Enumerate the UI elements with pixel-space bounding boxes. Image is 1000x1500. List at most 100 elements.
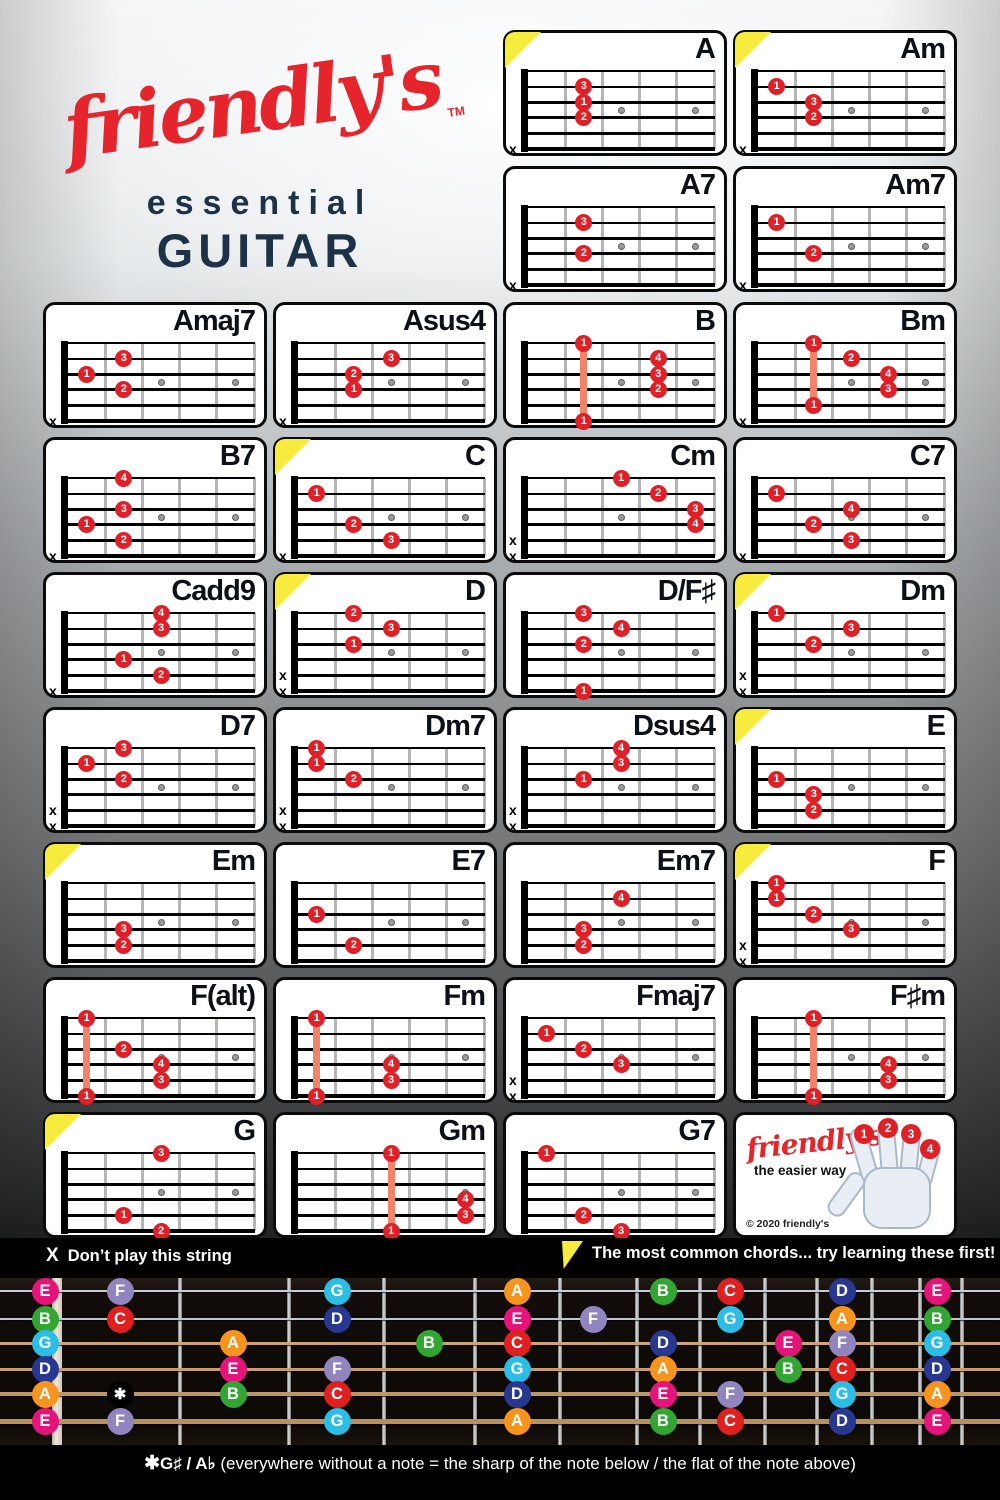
string-line [751, 419, 945, 423]
fret-line [638, 883, 642, 961]
string-line [291, 673, 485, 677]
finger-dot: 3 [879, 381, 897, 399]
finger-dot: 1 [768, 78, 786, 96]
diagram-nut [291, 1151, 298, 1234]
fret-marker-dot [691, 1053, 699, 1061]
finger-dot: 1 [575, 93, 593, 111]
note-G: G [828, 1380, 856, 1408]
string-line [751, 1047, 945, 1051]
chord-name: Fm [443, 980, 486, 1012]
fret-line [868, 883, 872, 961]
finger-dot: 3 [575, 214, 593, 232]
fret-line [600, 883, 604, 961]
brand-info-card: friendly'sTM the easier way 1 2 3 4 © 20… [733, 1112, 957, 1238]
chord-name: E [926, 710, 946, 742]
string-line [521, 283, 715, 287]
fret-marker-dot [157, 1188, 165, 1196]
fret-marker-dot [921, 513, 929, 521]
fretboard-diagram: E F G A B C D E B C D E F G A B G A B C D E F G D E F G A B C D A ✱ B C D E F G… [0, 1277, 1000, 1445]
string-line [521, 492, 715, 495]
string-line [751, 342, 945, 344]
fret-line [675, 1018, 679, 1096]
finger-dot: 1 [308, 739, 326, 757]
finger-dot: 1 [768, 770, 786, 788]
note-D: D [31, 1356, 59, 1383]
diagram-nut [521, 1151, 528, 1234]
finger-3-badge [901, 1124, 921, 1144]
fret-line [178, 1018, 182, 1096]
string-line [291, 1017, 485, 1019]
finger-dot: 1 [115, 651, 133, 669]
guitar-string-1 [0, 1290, 1000, 1292]
fret-line [600, 1018, 604, 1096]
note-B: B [415, 1330, 443, 1357]
fret-wire-7 [698, 1278, 702, 1445]
finger-dot: 1 [115, 1206, 133, 1224]
fret-line [868, 613, 872, 691]
string-line [521, 1078, 715, 1082]
fret-marker-dot [231, 1053, 239, 1061]
finger-dot: 1 [538, 1144, 556, 1162]
finger-dot: 1 [78, 755, 96, 773]
finger-dot: 3 [152, 1071, 170, 1089]
fret-line [600, 478, 604, 556]
fret-marker-dot [231, 513, 239, 521]
finger-dot: 2 [805, 516, 823, 534]
finger-dot: 3 [612, 1222, 630, 1240]
string-line [291, 477, 485, 479]
diagram-nut [291, 341, 298, 424]
fret-line [638, 478, 642, 556]
chord-name: B [695, 305, 716, 337]
fret-marker-dot [617, 242, 625, 250]
fret-line [793, 343, 797, 421]
string-line [751, 882, 945, 884]
diagram-nut [61, 341, 68, 424]
common-chord-corner [735, 844, 771, 880]
chord-name: G [233, 1115, 256, 1147]
string-line [521, 808, 715, 812]
chord-name: Cm [670, 440, 716, 472]
string-line [751, 372, 945, 376]
common-chord-corner [735, 574, 771, 610]
string-line [61, 507, 255, 511]
fret-line [563, 748, 567, 826]
fret-marker-dot [387, 513, 395, 521]
fret-marker-dot [691, 918, 699, 926]
fret-marker-dot [461, 1053, 469, 1061]
finger-dot: 1 [78, 1087, 96, 1105]
string-line [521, 236, 715, 240]
finger-dot: 3 [842, 620, 860, 638]
finger-dot: 2 [575, 635, 593, 653]
fret-marker-dot [617, 648, 625, 656]
chord-name: Bm [900, 305, 946, 337]
string-line [751, 1017, 945, 1019]
fret-marker-dot [847, 1053, 855, 1061]
note-star: ✱ [106, 1380, 134, 1408]
chord-name: E7 [451, 845, 486, 877]
fret-line [830, 207, 834, 285]
fret-line [830, 1018, 834, 1096]
diagram-nut [61, 476, 68, 559]
muted-string-x: x [739, 683, 747, 699]
fret-wire-2 [287, 1278, 291, 1445]
finger-dot: 4 [456, 1191, 474, 1209]
fret-line [370, 343, 374, 421]
string-line [751, 1094, 945, 1098]
muted-string-x: x [739, 277, 747, 293]
diagram-nut [61, 611, 68, 694]
note-E: E [774, 1330, 802, 1357]
string-line [751, 283, 945, 287]
fret-marker-dot [617, 106, 625, 114]
guitar-string-5 [0, 1392, 1000, 1396]
chord-name: B7 [219, 440, 256, 472]
chord-name: Dm7 [425, 710, 486, 742]
string-line [291, 777, 485, 781]
fret-line [252, 478, 256, 556]
fret-marker-dot [921, 1053, 929, 1061]
fret-line [600, 71, 604, 149]
string-line [751, 147, 945, 151]
finger-dot: 2 [649, 381, 667, 399]
fret-line [333, 883, 337, 961]
fret-line [445, 1018, 449, 1096]
